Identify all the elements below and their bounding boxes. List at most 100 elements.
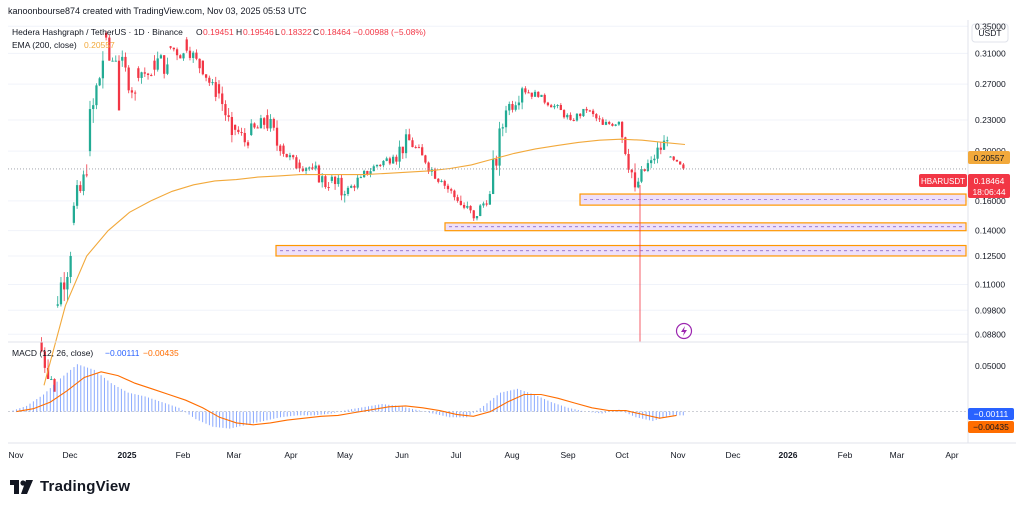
candle-body <box>421 147 424 156</box>
time-axis-label: Sep <box>560 450 575 460</box>
legend-macd-value: −0.00111 <box>105 348 140 358</box>
legend-ohlc: O 0.19451 H 0.19546 L 0.18322 C 0.18464 … <box>196 27 426 37</box>
candle-body <box>117 60 121 111</box>
price-tick-label: 0.27000 <box>975 79 1006 89</box>
legend-c-value: 0.18464 <box>320 27 351 37</box>
legend-ema-label[interactable]: EMA (200, close) <box>12 40 77 50</box>
candle-body <box>537 91 540 97</box>
time-axis-label: Jul <box>451 450 462 460</box>
candle-body <box>188 50 192 58</box>
candle-body <box>214 82 217 97</box>
candle-body <box>146 73 150 75</box>
candle-body <box>333 176 337 185</box>
candle-body <box>137 68 140 78</box>
candle-body <box>404 134 408 154</box>
candle-body <box>272 118 275 128</box>
candle-body <box>437 178 440 182</box>
candle-body <box>388 158 392 164</box>
candle-body <box>469 205 472 211</box>
candle-body <box>92 105 95 110</box>
candle-body <box>514 105 517 110</box>
candle-body <box>98 78 101 86</box>
candle-body <box>282 145 285 154</box>
ema-200-line <box>43 138 686 386</box>
legend-macd-label[interactable]: MACD (12, 26, close) <box>12 348 93 358</box>
candle-body <box>285 153 288 158</box>
candle-body <box>456 197 459 201</box>
candle-body <box>63 282 66 290</box>
legend-l-label: L <box>275 27 280 37</box>
candle-body <box>566 114 569 118</box>
candle-body <box>124 56 127 68</box>
candle-body <box>366 170 369 175</box>
support-zone[interactable] <box>275 244 967 257</box>
tradingview-logo[interactable]: TradingView <box>10 478 130 495</box>
candle-body <box>546 102 550 106</box>
candle-body <box>414 147 417 149</box>
macd-tick-label: 0.05000 <box>975 361 1006 371</box>
price-tick-label: 0.11000 <box>975 279 1005 289</box>
candle-body <box>204 74 208 78</box>
candle-body <box>114 60 117 62</box>
candle-body <box>595 114 598 119</box>
candle-body <box>575 113 579 121</box>
candle-body <box>488 194 492 205</box>
lightning-icon[interactable] <box>675 322 693 340</box>
candle-body <box>201 60 204 75</box>
price-tick-label: 0.23000 <box>975 115 1006 125</box>
candle-body <box>640 169 643 182</box>
legend-h-label: H <box>236 27 242 37</box>
candle-body <box>292 155 295 158</box>
candle-body <box>662 140 666 150</box>
candle-body <box>556 105 559 107</box>
candle-body <box>659 147 662 150</box>
candle-body <box>224 104 227 116</box>
candle-body <box>427 162 430 172</box>
candle-body <box>324 176 327 188</box>
candle-body <box>311 167 314 169</box>
candle-body <box>633 172 637 188</box>
currency-button[interactable]: USDT <box>971 23 1009 43</box>
candle-body <box>650 160 653 164</box>
ema-price-badge: 0.20557 <box>968 151 1010 164</box>
legend-l-value: 0.18322 <box>281 27 312 37</box>
legend-symbol[interactable]: Hedera Hashgraph / TetherUS · 1D · Binan… <box>12 27 183 37</box>
countdown-badge-text: 18:06:44 <box>972 187 1005 197</box>
candle-body <box>369 171 372 175</box>
candle-body <box>385 158 388 161</box>
candle-body <box>624 137 627 154</box>
support-zone[interactable] <box>444 222 967 232</box>
candle-body <box>569 114 572 120</box>
candle-body <box>601 119 604 125</box>
candle-body <box>372 166 375 172</box>
candle-body <box>104 32 108 38</box>
candle-body <box>211 82 214 84</box>
candle-body <box>166 64 169 74</box>
candle-body <box>279 145 282 152</box>
candle-body <box>359 177 363 179</box>
candle-body <box>269 118 272 129</box>
candle-body <box>611 123 614 126</box>
candle-body <box>643 169 646 171</box>
candle-body <box>82 174 85 192</box>
candle-body <box>298 162 301 169</box>
candle-body <box>143 72 146 74</box>
candle-body <box>153 60 156 70</box>
candle-body <box>266 115 269 129</box>
candle-body <box>169 46 172 48</box>
candle-body <box>375 164 379 167</box>
candle-body <box>398 146 401 162</box>
price-tick-label: 0.12500 <box>975 251 1006 261</box>
price-tick-label: 0.14000 <box>975 226 1006 236</box>
candle-body <box>95 85 98 106</box>
candle-body <box>337 177 340 185</box>
tradingview-logo-icon <box>10 479 33 494</box>
candle-body <box>392 156 395 164</box>
candle-body <box>179 55 182 59</box>
candle-body <box>627 153 630 170</box>
candle-body <box>572 119 575 121</box>
candle-body <box>379 164 382 166</box>
time-axis-label: Nov <box>8 450 24 460</box>
candle-body <box>69 255 72 277</box>
candle-body <box>121 56 124 61</box>
